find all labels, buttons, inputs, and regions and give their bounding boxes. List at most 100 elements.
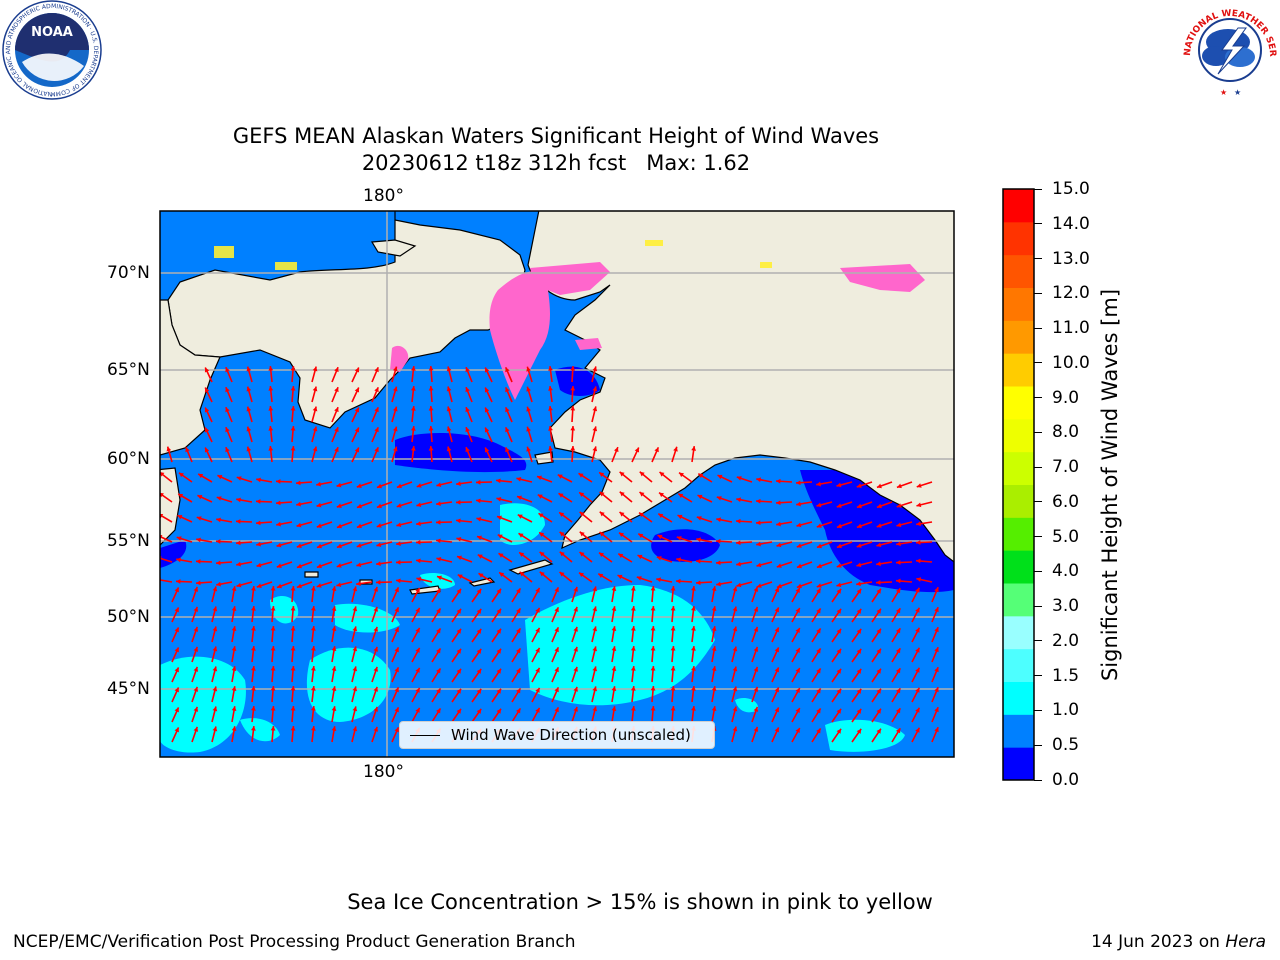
wave-direction-arrowhead (636, 576, 642, 581)
wave-direction-arrow (591, 406, 597, 423)
wave-direction-arrowhead (795, 727, 800, 733)
wave-direction-arrowhead (290, 366, 296, 371)
chart-title-line1: GEFS MEAN Alaskan Waters Significant Hei… (232, 124, 880, 148)
wave-direction-arrowhead (836, 668, 842, 674)
wave-direction-arrowhead (774, 647, 779, 653)
wave-direction-arrow (549, 366, 553, 383)
wave-direction-arrowhead (394, 647, 399, 653)
wave-direction-arrow (736, 476, 753, 483)
wave-direction-arrow (518, 532, 533, 543)
wave-direction-arrowhead (816, 523, 822, 528)
wave-direction-arrowhead (410, 406, 416, 411)
wave-direction-arrowhead (592, 426, 598, 432)
wave-direction-arrow (536, 475, 553, 483)
wave-direction-arrowhead (310, 726, 316, 731)
wave-direction-arrow (796, 501, 813, 506)
wave-direction-arrowhead (876, 648, 881, 654)
wave-direction-arrowhead (217, 475, 223, 480)
wave-direction-arrowhead (717, 474, 723, 480)
wave-direction-arrow (276, 581, 293, 589)
wave-direction-arrow (871, 648, 882, 663)
wave-direction-arrow (651, 605, 655, 623)
wave-direction-arrow (436, 557, 453, 563)
wave-direction-arrow (269, 426, 273, 443)
wave-direction-arrow (736, 581, 753, 587)
wave-direction-arrowhead (174, 667, 179, 673)
wave-direction-arrowhead (465, 407, 470, 413)
wave-direction-arrow (771, 667, 780, 683)
colorbar-tick-mark (1034, 466, 1042, 468)
wave-direction-arrow (636, 576, 653, 583)
wave-direction-arrow (331, 586, 336, 603)
wave-direction-arrow (876, 481, 893, 489)
landmass (160, 211, 954, 595)
wave-direction-arrow (911, 627, 921, 643)
wave-direction-arrowhead (176, 536, 182, 541)
wave-direction-arrow (831, 728, 842, 743)
wave-direction-arrowhead (174, 687, 179, 693)
wave-direction-arrowhead (895, 588, 901, 594)
wave-direction-arrowhead (177, 515, 183, 520)
wave-direction-arrow (311, 626, 315, 643)
wave-direction-arrow (166, 446, 173, 463)
wave-direction-arrowhead (352, 606, 358, 612)
wave-direction-arrow (538, 512, 553, 523)
wave-direction-arrowhead (316, 523, 322, 528)
colorbar-segment (1003, 320, 1034, 354)
wave-direction-arrow (756, 581, 773, 588)
wave-direction-arrowhead (637, 554, 643, 560)
wave-direction-arrowhead (290, 406, 296, 411)
wave-direction-arrow (916, 521, 933, 526)
wave-direction-arrowhead (599, 552, 604, 558)
wave-direction-arrow (251, 606, 255, 623)
wave-direction-arrow (429, 365, 433, 383)
wave-direction-arrow (371, 666, 378, 683)
wave-direction-arrowhead (795, 587, 800, 593)
wave-direction-arrowhead (204, 367, 210, 373)
wave-direction-arrowhead (753, 606, 759, 612)
wave-direction-arrow (498, 571, 513, 583)
wave-direction-arrowhead (526, 426, 531, 432)
wave-direction-arrow (331, 606, 336, 623)
wave-direction-arrow (371, 586, 378, 603)
wave-direction-arrow (671, 446, 678, 463)
wave-direction-arrow (456, 481, 473, 486)
wave-direction-arrow (791, 607, 801, 623)
wave-direction-arrowhead (630, 586, 636, 591)
wave-direction-arrowhead (836, 582, 842, 588)
wave-direction-arrowhead (478, 573, 484, 578)
wave-direction-arrowhead (331, 686, 337, 691)
wave-direction-arrowhead (774, 687, 779, 693)
wave-direction-arrow (291, 645, 295, 663)
wave-direction-arrow (246, 386, 253, 403)
wave-direction-arrow (491, 668, 502, 683)
wave-direction-arrowhead (732, 626, 738, 632)
wave-direction-arrowhead (654, 447, 659, 453)
wave-direction-arrow (275, 480, 293, 483)
wave-direction-arrow (811, 588, 822, 603)
wave-direction-arrow (531, 687, 541, 703)
wave-direction-arrowhead (753, 726, 759, 732)
colorbar-tick-label: 0.0 (1052, 770, 1080, 790)
wave-direction-arrowhead (212, 586, 218, 592)
wave-direction-arrow (639, 471, 653, 483)
wave-direction-arrowhead (270, 606, 276, 611)
wave-direction-arrowhead (579, 531, 585, 537)
wave-direction-arrow (296, 541, 313, 548)
wave-direction-arrow (204, 447, 213, 463)
wave-direction-arrowhead (410, 446, 416, 451)
wave-direction-arrowhead (592, 706, 598, 712)
wave-direction-arrowhead (251, 666, 256, 671)
wave-direction-arrowhead (484, 447, 490, 453)
wave-direction-arrowhead (216, 496, 222, 501)
colorbar-segment (1003, 353, 1034, 387)
wave-direction-arrow (856, 521, 873, 529)
wave-direction-arrow (160, 514, 173, 523)
wave-direction-arrow (204, 367, 213, 383)
wave-direction-arrowhead (270, 646, 276, 651)
wave-direction-arrowhead (934, 647, 939, 653)
wave-direction-arrow (431, 707, 442, 723)
wave-direction-arrowhead (816, 588, 821, 594)
wave-direction-arrow (551, 606, 560, 623)
wave-direction-arrowhead (204, 427, 210, 433)
